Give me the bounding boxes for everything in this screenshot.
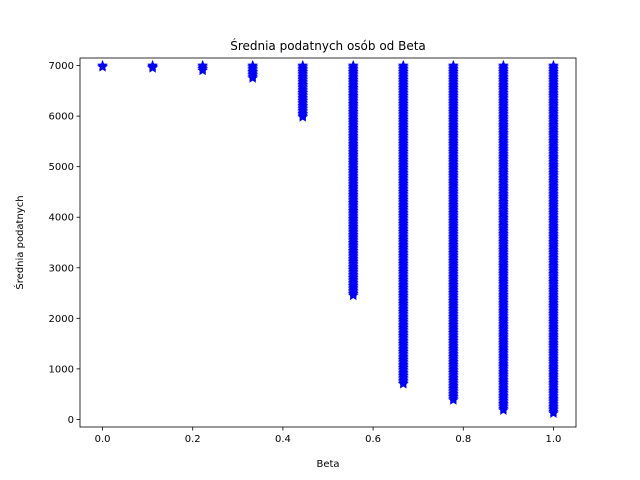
y-tick-label: 5000 xyxy=(49,162,74,173)
y-tick-label: 0 xyxy=(68,415,74,426)
data-point xyxy=(397,378,409,389)
plot-frame xyxy=(79,57,577,428)
data-point xyxy=(447,394,459,405)
data-point xyxy=(297,111,309,122)
x-tick-label: 1.0 xyxy=(546,434,562,445)
x-tick-label: 0.2 xyxy=(185,434,201,445)
data-column xyxy=(547,59,560,419)
data-column xyxy=(447,59,459,405)
y-axis-label: Średnia podatnych xyxy=(13,195,26,289)
y-axis-ticks: 0 1000 2000 3000 4000 5000 6000 7000 xyxy=(49,61,80,426)
x-axis-ticks: 0.0 0.2 0.4 0.6 0.8 1.0 xyxy=(95,427,562,445)
data-point xyxy=(547,407,560,419)
plot-points xyxy=(96,59,560,419)
data-column xyxy=(197,59,209,76)
y-tick-label: 2000 xyxy=(49,314,74,325)
x-tick-label: 0.0 xyxy=(95,434,111,445)
chart-title: Średnia podatnych osób od Beta xyxy=(230,38,426,53)
x-tick-label: 0.8 xyxy=(455,434,471,445)
data-column xyxy=(247,59,259,84)
x-axis-label: Beta xyxy=(316,459,339,470)
data-point xyxy=(497,404,510,416)
data-column xyxy=(146,59,159,73)
data-column xyxy=(347,59,359,301)
data-point xyxy=(146,62,159,73)
x-tick-label: 0.4 xyxy=(275,434,291,445)
data-point xyxy=(247,72,259,84)
y-tick-label: 1000 xyxy=(49,364,74,375)
data-point xyxy=(197,64,209,76)
data-column xyxy=(96,59,109,72)
y-tick-label: 6000 xyxy=(49,112,74,123)
data-point xyxy=(96,61,109,72)
y-tick-label: 7000 xyxy=(49,61,74,72)
data-column xyxy=(297,59,309,122)
data-point xyxy=(347,289,359,301)
y-tick-label: 4000 xyxy=(49,213,74,224)
y-tick-label: 3000 xyxy=(49,263,74,274)
data-column xyxy=(497,59,510,416)
data-column xyxy=(397,59,409,389)
x-tick-label: 0.6 xyxy=(365,434,381,445)
